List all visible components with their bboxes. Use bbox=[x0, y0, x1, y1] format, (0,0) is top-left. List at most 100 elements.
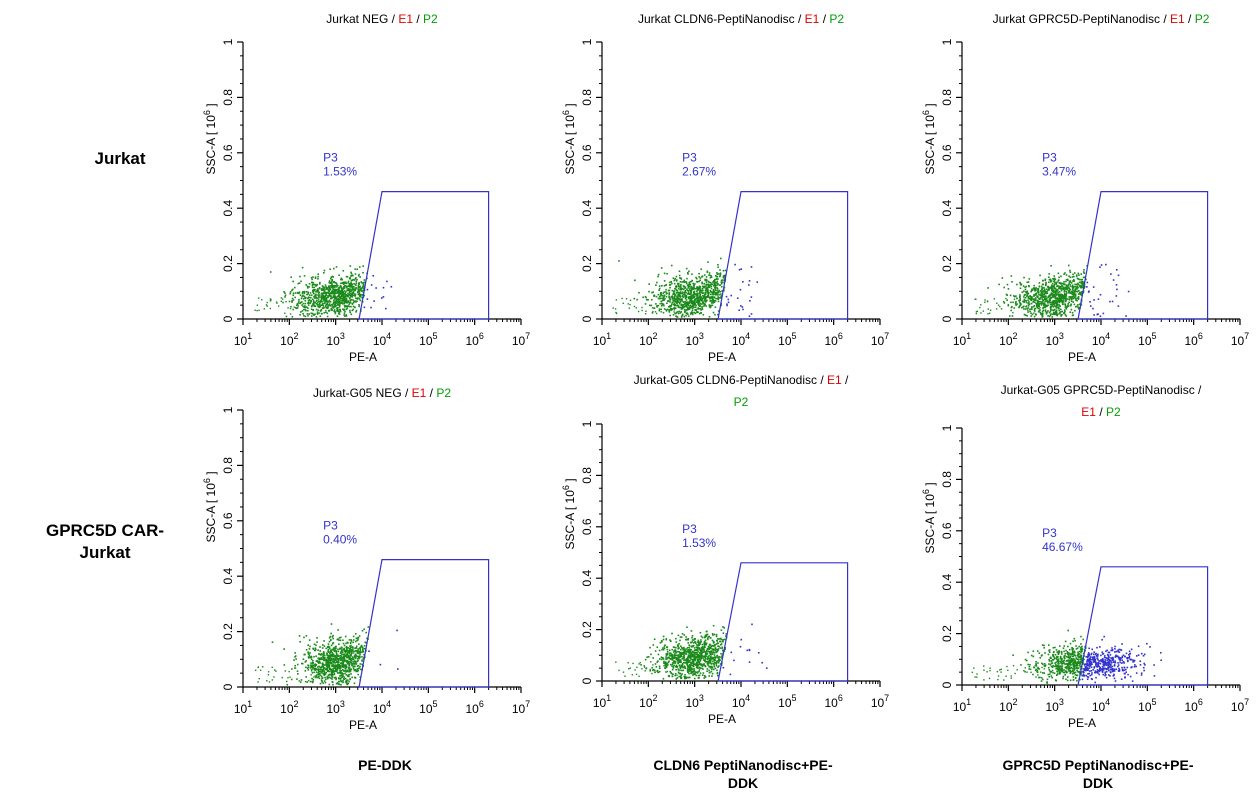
y-tick-label: 0 bbox=[580, 315, 594, 322]
gate-p3 bbox=[717, 562, 849, 682]
y-tick-label: 0.2 bbox=[580, 255, 594, 272]
y-tick-label: 0.4 bbox=[940, 574, 954, 591]
y-tick-label: 0.6 bbox=[221, 512, 235, 529]
population-points bbox=[254, 623, 370, 686]
x-tick-label: 104 bbox=[1092, 697, 1110, 714]
x-tick-label: 102 bbox=[280, 331, 298, 348]
y-tick-label: 0.8 bbox=[221, 89, 235, 106]
row-label-gprc5d-car-jurkat: GPRC5D CAR- Jurkat bbox=[45, 521, 165, 562]
population-points bbox=[971, 629, 1087, 684]
x-tick-label: 105 bbox=[419, 699, 437, 716]
y-axis-label: SSC-A [ 106 ] bbox=[202, 103, 218, 174]
column-label-cldn6-peptinanodisc: CLDN6 PeptiNanodisc+PE- DDK bbox=[653, 757, 833, 791]
y-axis-label: SSC-A [ 106 ] bbox=[921, 103, 937, 174]
y-tick-label: 0.8 bbox=[940, 471, 954, 488]
x-tick-label: 101 bbox=[234, 699, 252, 716]
y-tick-label: 1 bbox=[940, 424, 954, 431]
x-tick-label: 106 bbox=[1184, 331, 1202, 348]
x-tick-label: 106 bbox=[465, 331, 483, 348]
x-axis-label: PE-A bbox=[1068, 350, 1096, 364]
y-tick-label: 0.4 bbox=[940, 200, 954, 217]
gate-percentage: 2.67% bbox=[682, 165, 716, 179]
x-tick-label: 104 bbox=[373, 699, 391, 716]
gate-percentage: 1.53% bbox=[323, 165, 357, 179]
x-tick-label: 101 bbox=[593, 331, 611, 348]
gate-p3 bbox=[717, 191, 849, 320]
x-axis-label: PE-A bbox=[349, 718, 377, 732]
y-tick-label: 0.6 bbox=[580, 518, 594, 535]
population-points bbox=[254, 265, 368, 318]
scatter-panel-6: Jurkat-G05 GPRC5D-PeptiNanodisc / E1 / P2… bbox=[921, 383, 1249, 730]
x-tick-label: 101 bbox=[234, 331, 252, 348]
y-tick-label: 0.4 bbox=[580, 200, 594, 217]
gate-name: P3 bbox=[682, 151, 697, 165]
y-axis-label: SSC-A [ 106 ] bbox=[921, 482, 937, 553]
x-tick-label: 106 bbox=[824, 693, 842, 710]
x-tick-label: 107 bbox=[512, 699, 530, 716]
row-label-jurkat: Jurkat bbox=[94, 149, 146, 168]
x-axis-label: PE-A bbox=[708, 712, 736, 726]
gated-points bbox=[368, 629, 399, 670]
x-tick-label: 104 bbox=[373, 331, 391, 348]
y-tick-label: 0.2 bbox=[940, 625, 954, 642]
x-tick-label: 105 bbox=[419, 331, 437, 348]
y-axis-label: SSC-A [ 106 ] bbox=[561, 103, 577, 174]
x-tick-label: 101 bbox=[953, 697, 971, 714]
gated-points bbox=[725, 263, 759, 317]
x-tick-label: 105 bbox=[778, 331, 796, 348]
x-tick-label: 101 bbox=[593, 693, 611, 710]
scatter-panel-5: Jurkat-G05 CLDN6-PeptiNanodisc / E1 / P2 0… bbox=[561, 373, 889, 726]
x-tick-label: 101 bbox=[953, 331, 971, 348]
panel-title: Jurkat-G05 GPRC5D-PeptiNanodisc / bbox=[1001, 383, 1202, 397]
gate-name: P3 bbox=[323, 519, 338, 533]
x-tick-label: 107 bbox=[1231, 331, 1249, 348]
scatter-panel-4: Jurkat-G05 NEG / E1 / P2 0 0.2 0.4 0.6 0.8 1 10… bbox=[202, 386, 530, 732]
y-tick-label: 0.4 bbox=[580, 570, 594, 587]
y-tick-label: 0.6 bbox=[221, 144, 235, 161]
gate-p3 bbox=[1077, 566, 1209, 686]
y-tick-label: 0.4 bbox=[221, 568, 235, 585]
y-tick-label: 0.8 bbox=[221, 457, 235, 474]
panel-title: Jurkat CLDN6-PeptiNanodisc / E1 / P2 bbox=[638, 12, 844, 26]
column-label-gprc5d-peptinanodisc: GPRC5D PeptiNanodisc+PE- DDK bbox=[1002, 757, 1194, 791]
y-tick-label: 0.2 bbox=[221, 255, 235, 272]
y-tick-label: 1 bbox=[580, 38, 594, 45]
x-tick-label: 103 bbox=[685, 331, 703, 348]
y-axis-label: SSC-A [ 106 ] bbox=[561, 478, 577, 549]
y-tick-label: 1 bbox=[221, 38, 235, 45]
population-points bbox=[612, 257, 727, 318]
population-points bbox=[615, 624, 728, 680]
gate-percentage: 1.53% bbox=[682, 536, 716, 550]
x-tick-label: 103 bbox=[1045, 697, 1063, 714]
scatter-panel-2: Jurkat CLDN6-PeptiNanodisc / E1 / P2 0 0.2… bbox=[561, 12, 889, 364]
gate-percentage: 3.47% bbox=[1042, 165, 1076, 179]
y-tick-label: 0.2 bbox=[940, 255, 954, 272]
x-tick-label: 105 bbox=[778, 693, 796, 710]
y-tick-label: 0.2 bbox=[221, 623, 235, 640]
x-tick-label: 102 bbox=[280, 699, 298, 716]
y-tick-label: 0.6 bbox=[580, 144, 594, 161]
gate-name: P3 bbox=[682, 522, 697, 536]
gated-points bbox=[363, 274, 393, 310]
x-axis-label: PE-A bbox=[349, 350, 377, 364]
y-tick-label: 0.8 bbox=[580, 89, 594, 106]
x-tick-label: 107 bbox=[1231, 697, 1249, 714]
x-tick-label: 107 bbox=[871, 331, 889, 348]
x-tick-label: 106 bbox=[465, 699, 483, 716]
y-tick-label: 0 bbox=[221, 315, 235, 322]
y-tick-label: 0.8 bbox=[940, 89, 954, 106]
x-tick-label: 102 bbox=[639, 331, 657, 348]
x-tick-label: 103 bbox=[1045, 331, 1063, 348]
panel-title: Jurkat GPRC5D-PeptiNanodisc / E1 / P2 bbox=[993, 12, 1210, 26]
x-tick-label: 105 bbox=[1138, 697, 1156, 714]
column-label-pe-ddk: PE-DDK bbox=[358, 757, 412, 773]
y-tick-label: 0 bbox=[940, 315, 954, 322]
x-tick-label: 102 bbox=[639, 693, 657, 710]
x-axis-label: PE-A bbox=[708, 350, 736, 364]
x-tick-label: 103 bbox=[685, 693, 703, 710]
panel-title: Jurkat NEG / E1 / P2 bbox=[326, 12, 438, 26]
panel-title: E1 / P2 bbox=[1081, 405, 1121, 419]
x-tick-label: 104 bbox=[1092, 331, 1110, 348]
gate-name: P3 bbox=[1042, 151, 1057, 165]
x-tick-label: 103 bbox=[326, 699, 344, 716]
